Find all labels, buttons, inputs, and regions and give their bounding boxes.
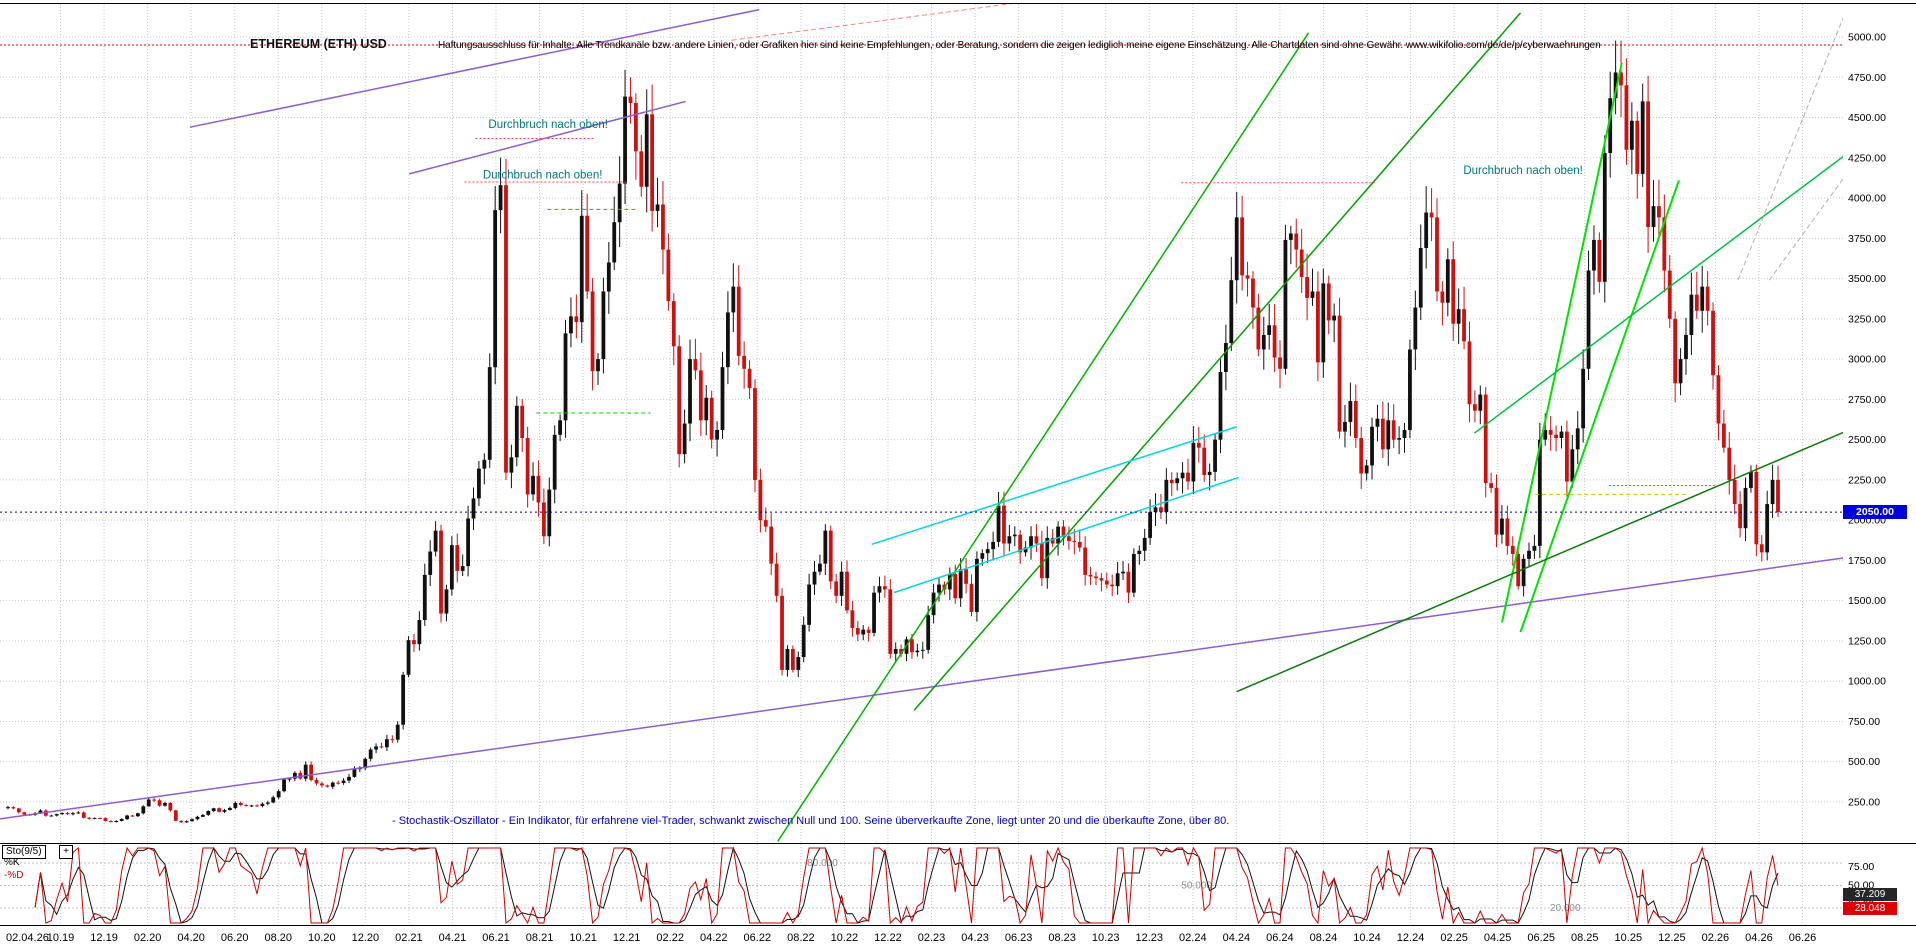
price-axis-label: 750.00 xyxy=(1848,716,1880,728)
price-axis-label: 4750.00 xyxy=(1848,72,1886,84)
disclaimer-text: Haftungsausschluss für Inhalte: Alle Tre… xyxy=(438,40,1601,51)
date-axis-label: 04.21 xyxy=(439,932,467,944)
date-axis-label: 04.25 xyxy=(1484,932,1512,944)
date-axis-label: 06.22 xyxy=(744,932,772,944)
date-axis-label: 04.20 xyxy=(177,932,205,944)
date-axis-label: 12.19 xyxy=(90,932,118,944)
current-price-badge: 2050.00 xyxy=(1843,505,1907,519)
date-axis-label: 02.04.26 xyxy=(6,932,49,944)
date-axis-label: 08.23 xyxy=(1048,932,1076,944)
price-axis-label: 500.00 xyxy=(1848,756,1880,768)
date-axis-label: 12.25 xyxy=(1658,932,1686,944)
date-axis-label: 08.22 xyxy=(787,932,815,944)
price-axis-label: 1000.00 xyxy=(1848,676,1886,688)
price-axis-label: 1250.00 xyxy=(1848,635,1886,647)
stochastic-description: - Stochastik-Oszillator - Ein Indikator,… xyxy=(392,815,1230,827)
stochastic-zone-label: 80.000 xyxy=(807,858,838,869)
date-axis-label: 10.23 xyxy=(1092,932,1120,944)
date-axis-label: 02.26 xyxy=(1702,932,1730,944)
price-axis-label: 3250.00 xyxy=(1848,313,1886,325)
date-axis-label: 02.22 xyxy=(656,932,684,944)
date-axis-label: 06.20 xyxy=(221,932,249,944)
stochastic-zone-label: 50.000 xyxy=(1181,881,1212,892)
date-axis-label: 08.20 xyxy=(264,932,292,944)
price-axis-label: 250.00 xyxy=(1848,796,1880,808)
date-axis-label: 06.26 xyxy=(1789,932,1817,944)
date-axis-label: 12.24 xyxy=(1397,932,1425,944)
date-axis-label: 08.24 xyxy=(1310,932,1338,944)
price-axis-label: 5000.00 xyxy=(1848,32,1886,44)
gridlines xyxy=(0,4,1843,923)
price-axis-label: 3750.00 xyxy=(1848,233,1886,245)
price-axis-label: 2250.00 xyxy=(1848,474,1886,486)
stochastic-indicator-label: Sto(9/5) xyxy=(2,845,46,859)
date-axis-label: 10.19 xyxy=(47,932,75,944)
date-axis-label: 08.21 xyxy=(526,932,554,944)
date-axis-label: 02.20 xyxy=(134,932,162,944)
date-axis-label: 12.23 xyxy=(1135,932,1163,944)
date-axis-label: 06.24 xyxy=(1266,932,1294,944)
date-axis-label: 02.24 xyxy=(1179,932,1207,944)
stochastic-k-value-badge: 37.209 xyxy=(1843,888,1897,901)
stochastic-k-line xyxy=(34,846,1779,925)
stochastic-d-value-badge: 28.048 xyxy=(1843,902,1897,915)
date-axis-label: 10.24 xyxy=(1353,932,1381,944)
date-axis-label: 06.21 xyxy=(482,932,510,944)
date-axis-label: 10.25 xyxy=(1615,932,1643,944)
price-axis-label: 2750.00 xyxy=(1848,394,1886,406)
date-axis-label: 12.22 xyxy=(874,932,902,944)
stochastic-axis-label: 75.00 xyxy=(1848,861,1874,873)
date-axis-label: 04.26 xyxy=(1745,932,1773,944)
stochastic-k-label: %K xyxy=(4,857,20,868)
candlestick-series xyxy=(6,40,1780,824)
date-axis-label: 02.23 xyxy=(918,932,946,944)
breakout-annotation: Durchbruch nach oben! xyxy=(1463,165,1583,177)
price-axis-label: 4250.00 xyxy=(1848,152,1886,164)
breakout-annotation: Durchbruch nach oben! xyxy=(483,170,603,182)
price-axis-label: 1750.00 xyxy=(1848,555,1886,567)
price-axis-label: 3000.00 xyxy=(1848,354,1886,366)
date-axis-label: 02.21 xyxy=(395,932,423,944)
date-axis-label: 12.20 xyxy=(352,932,380,944)
price-axis-label: 2500.00 xyxy=(1848,434,1886,446)
date-axis-label: 12.21 xyxy=(613,932,641,944)
trendlines xyxy=(0,4,1843,842)
price-axis-label: 3500.00 xyxy=(1848,273,1886,285)
date-axis-label: 06.25 xyxy=(1527,932,1555,944)
date-axis-label: 08.25 xyxy=(1571,932,1599,944)
date-axis-label: 04.23 xyxy=(961,932,989,944)
date-axis-label: 02.25 xyxy=(1440,932,1468,944)
date-axis-label: 10.22 xyxy=(831,932,859,944)
stochastic-expand-button[interactable]: + xyxy=(59,845,73,859)
date-axis-label: 10.21 xyxy=(569,932,597,944)
date-axis-label: 04.22 xyxy=(700,932,728,944)
breakout-annotation: Durchbruch nach oben! xyxy=(488,119,608,131)
price-axis-label: 4500.00 xyxy=(1848,112,1886,124)
chart-title: ETHEREUM (ETH) USD xyxy=(250,37,387,51)
stochastic-d-label: -%D xyxy=(4,870,24,881)
date-axis-label: 04.24 xyxy=(1223,932,1251,944)
price-axis-label: 1500.00 xyxy=(1848,595,1886,607)
date-axis-label: 06.23 xyxy=(1005,932,1033,944)
price-axis-label: 4000.00 xyxy=(1848,193,1886,205)
date-axis-label: 10.20 xyxy=(308,932,336,944)
